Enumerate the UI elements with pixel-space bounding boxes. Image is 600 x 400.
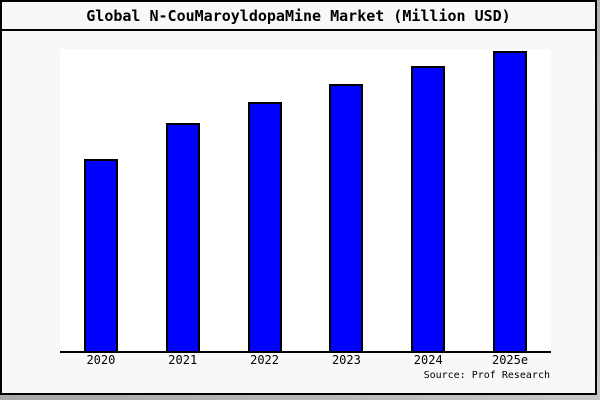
bars-row (60, 49, 551, 351)
x-tick-2021: 2021 (168, 353, 198, 367)
x-tick-2024: 2024 (413, 353, 443, 367)
chart-title: Global N-CouMaroyldopaMine Market (Milli… (86, 6, 511, 25)
bar-slot-2020 (60, 159, 142, 351)
bar-slot-2021 (142, 123, 224, 351)
bar-2022 (247, 102, 282, 351)
x-tick-2022: 2022 (250, 353, 280, 367)
source-credit: Source: Prof Research (423, 370, 550, 381)
plot-area (60, 49, 551, 353)
bar-2025e (493, 51, 528, 351)
bar-slot-2025e (469, 51, 551, 351)
x-tick-2023: 2023 (331, 353, 361, 367)
bar-2024 (411, 66, 446, 351)
x-tick-2025e: 2025e (491, 353, 529, 367)
bar-2023 (329, 84, 364, 351)
x-tick-2020: 2020 (86, 353, 116, 367)
bar-slot-2022 (224, 102, 306, 351)
x-tick-row: 2020 2021 2022 2023 2024 2025e (60, 353, 551, 367)
bar-2020 (83, 159, 118, 351)
bar-slot-2023 (305, 84, 387, 351)
title-bar: Global N-CouMaroyldopaMine Market (Milli… (2, 2, 595, 31)
bar-slot-2024 (387, 66, 469, 351)
bar-2021 (165, 123, 200, 351)
